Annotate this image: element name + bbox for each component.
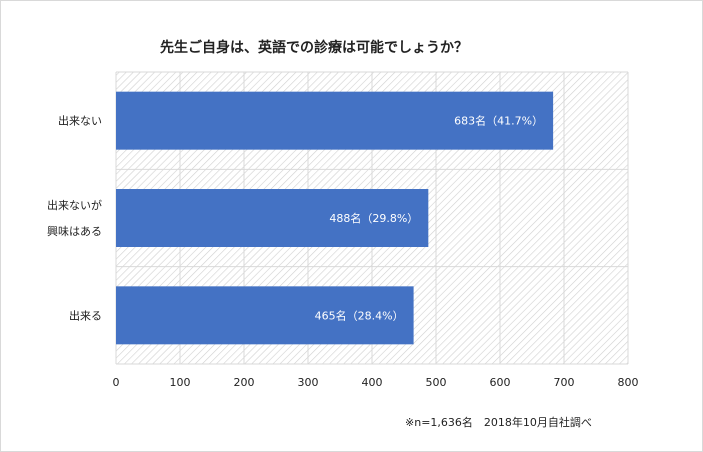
x-tick-label: 100 [170, 376, 191, 389]
data-label: 488名（29.8%） [329, 211, 418, 225]
x-tick-label: 600 [490, 376, 511, 389]
bars [116, 91, 554, 345]
data-label: 465名（28.4%） [315, 308, 404, 322]
category-label: 出来ないが [47, 198, 102, 212]
x-tick-label: 200 [234, 376, 255, 389]
x-tick-label: 300 [298, 376, 319, 389]
x-tick-label: 500 [426, 376, 447, 389]
x-tick-label: 800 [618, 376, 639, 389]
data-labels: 683名（41.7%） 488名（29.8%） 465名（28.4%） [315, 114, 543, 323]
data-label: 683名（41.7%） [454, 114, 543, 128]
x-tick-label: 0 [113, 376, 120, 389]
bar [116, 189, 429, 247]
category-label: 興味はある [47, 225, 102, 238]
footnote: ※n=1,636名 2018年10月自社調べ [405, 415, 592, 429]
x-tick-label: 400 [362, 376, 383, 389]
category-label: 出来ない [58, 114, 102, 128]
x-tick-label: 700 [554, 376, 575, 389]
category-label: 出来る [69, 308, 102, 322]
bar [116, 286, 414, 345]
chart-title: 先生ご自身は、英語での診療は可能でしょうか？ [160, 39, 468, 56]
x-axis-ticks: 0 100 200 300 400 500 600 700 800 [113, 376, 639, 389]
bar [116, 91, 554, 150]
